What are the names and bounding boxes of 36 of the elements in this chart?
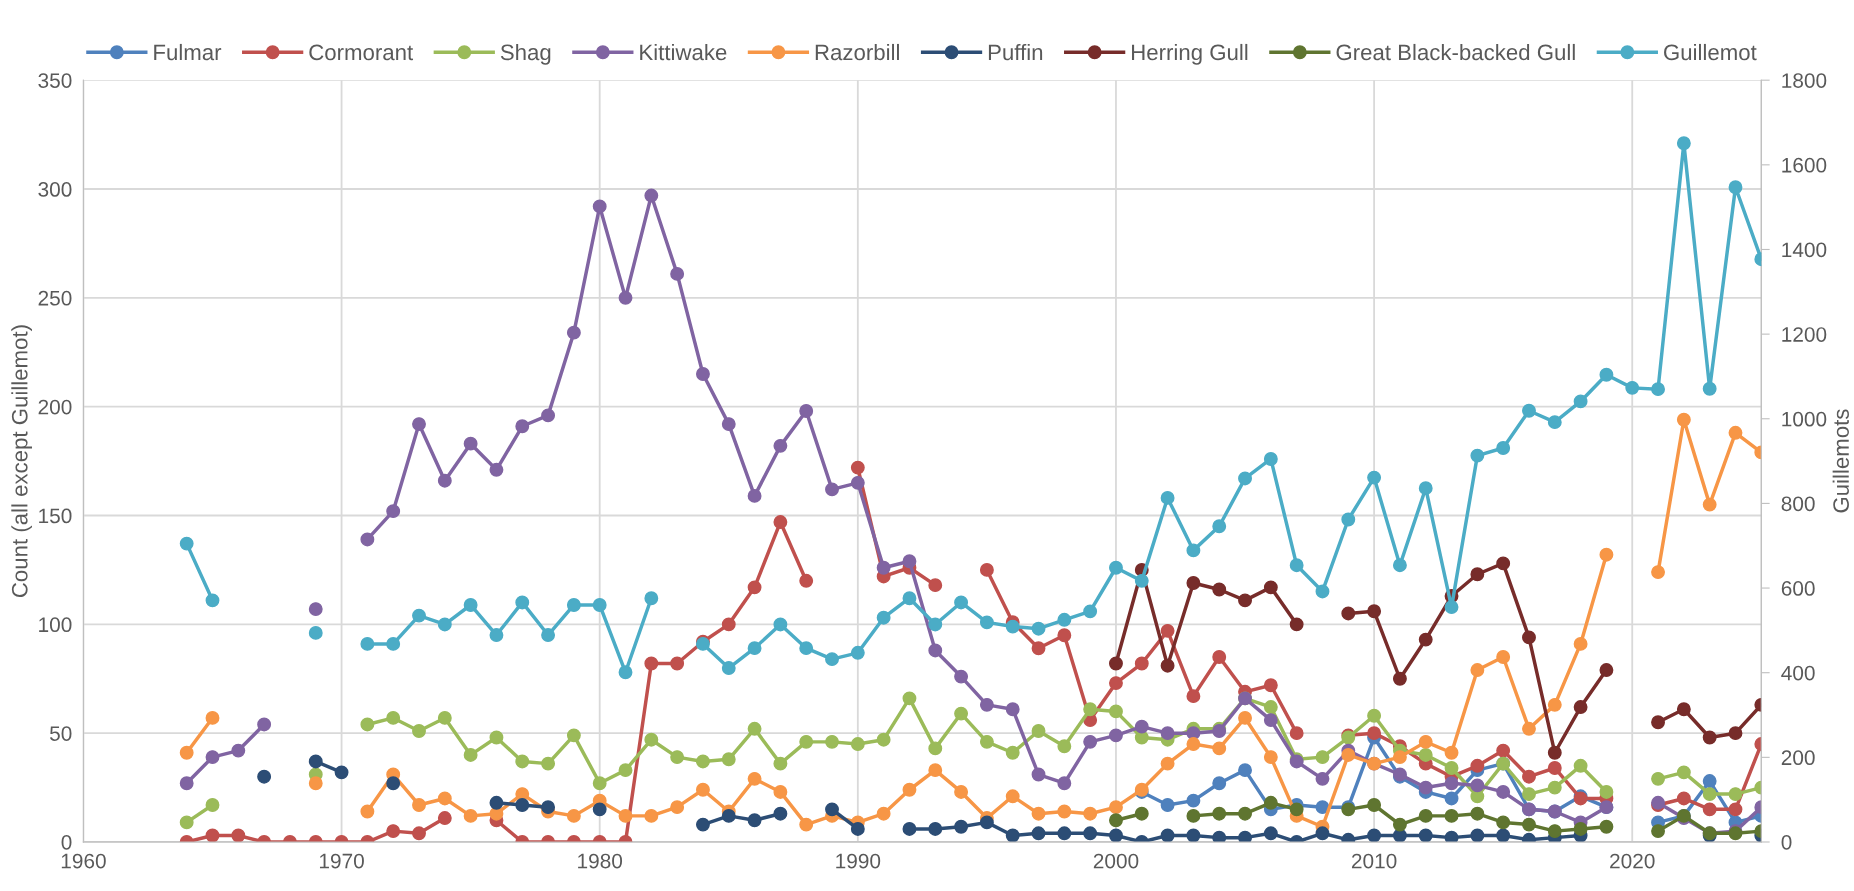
y-tick-label: 300	[38, 182, 72, 197]
y2-tick-label: 1000	[1782, 411, 1827, 427]
y-tick-label: 50	[49, 726, 72, 741]
y-tick-label: 250	[38, 290, 72, 306]
legend-label: Great Black-backed Gull	[1336, 43, 1575, 61]
legend-label: Fulmar	[154, 43, 222, 61]
legend-label: Guillemot	[1664, 43, 1757, 61]
y-tick-label: 200	[38, 399, 72, 415]
x-tick-label: 2000	[1093, 853, 1139, 869]
legend-label: Razorbill	[815, 43, 899, 61]
legend-label: Shag	[500, 43, 551, 65]
legend-label: Kittiwake	[640, 43, 727, 61]
y-axis-title: Count (all except Guillemot)	[11, 325, 33, 598]
x-tick-label: 1970	[319, 853, 364, 869]
x-tick-label: 2010	[1351, 853, 1397, 869]
x-tick-label: 1960	[61, 853, 106, 869]
y2-tick-label: 1200	[1782, 327, 1827, 342]
y-tick-label: 100	[39, 617, 72, 633]
y2-axis-title: Guillemots	[1832, 409, 1849, 513]
legend-label: Cormorant	[309, 44, 414, 61]
y2-tick-label: 400	[1781, 665, 1815, 681]
legend-label: Herring Gull	[1132, 43, 1248, 65]
y2-tick-label: 600	[1781, 581, 1815, 596]
y2-tick-label: 200	[1781, 750, 1815, 766]
y2-tick-label: 1600	[1782, 157, 1827, 173]
x-tick-label: 1990	[836, 853, 881, 869]
y-tick-label: 150	[39, 508, 72, 524]
y2-tick-label: 1800	[1782, 73, 1827, 88]
y-tick-label: 0	[61, 835, 72, 850]
x-tick-label: 1980	[578, 853, 623, 869]
y2-tick-label: 800	[1781, 496, 1815, 512]
y2-tick-label: 1400	[1782, 242, 1827, 258]
legend-label: Puffin	[988, 43, 1043, 61]
y2-tick-label: 0	[1781, 835, 1792, 850]
y-tick-label: 350	[38, 73, 72, 88]
x-tick-label: 2020	[1610, 853, 1655, 869]
